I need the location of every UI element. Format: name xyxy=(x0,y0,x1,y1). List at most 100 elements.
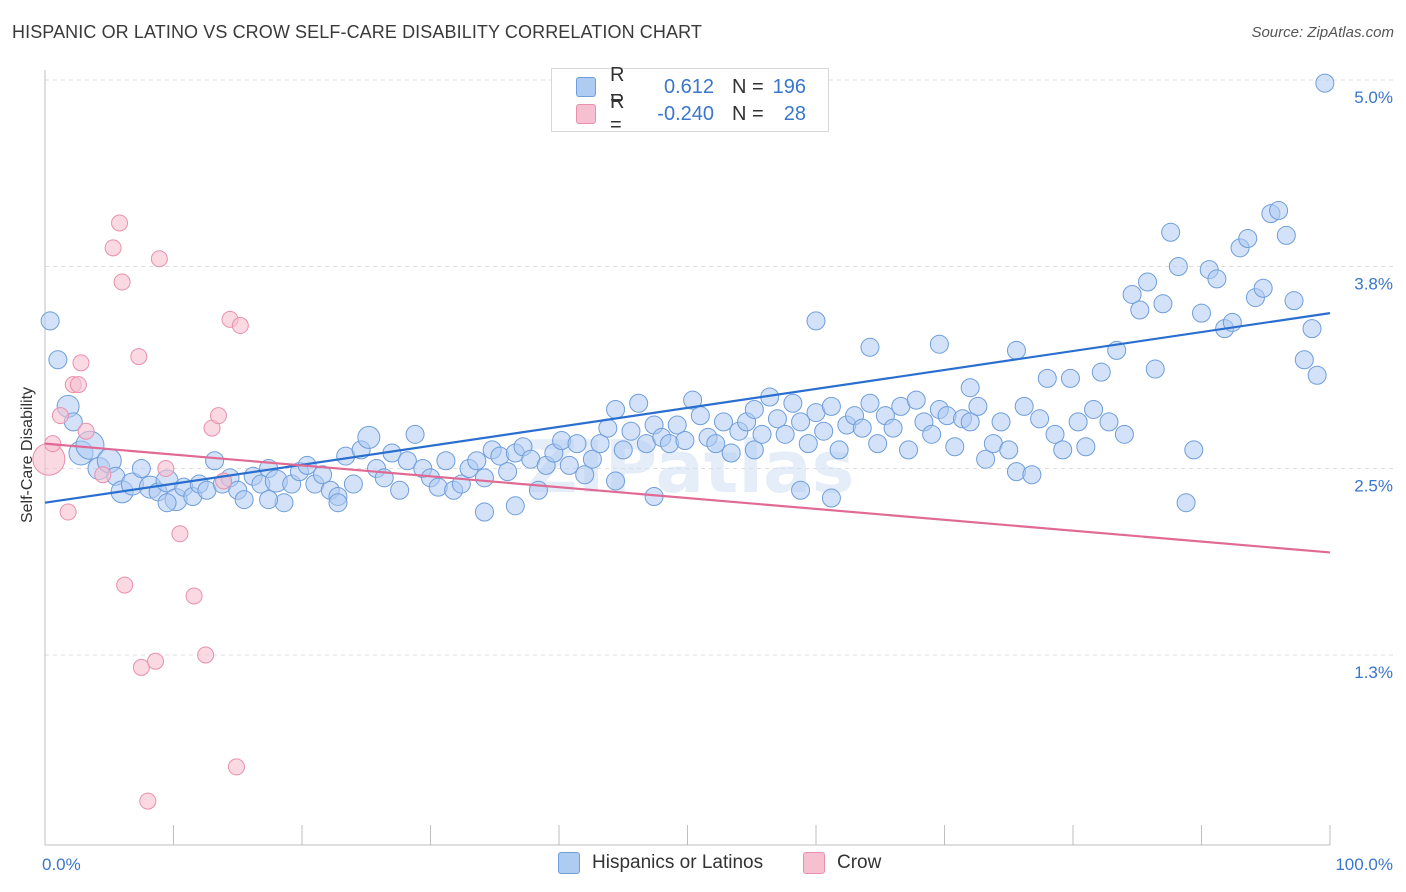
data-point-hispanics xyxy=(775,424,795,444)
data-point-hispanics xyxy=(806,311,826,331)
data-point-hispanics xyxy=(899,440,919,460)
gridlines xyxy=(45,79,1395,656)
legend-swatch-blue xyxy=(576,77,596,97)
data-point-hispanics xyxy=(1168,256,1188,276)
data-point-hispanics xyxy=(1307,365,1327,385)
data-point-hispanics xyxy=(1207,269,1227,289)
data-point-hispanics xyxy=(883,418,903,438)
data-point-hispanics xyxy=(552,431,572,451)
data-point-hispanics xyxy=(1076,437,1096,457)
data-point-hispanics xyxy=(1269,201,1289,221)
y-tick-label: 1.3% xyxy=(1354,663,1393,682)
legend-item-crow[interactable]: Crow xyxy=(803,852,881,874)
data-point-hispanics xyxy=(1302,319,1322,339)
data-point-hispanics xyxy=(343,474,363,494)
data-point-hispanics xyxy=(821,488,841,508)
data-point-hispanics xyxy=(744,440,764,460)
legend-row-pink: R = -0.240 N = 28 xyxy=(576,91,806,136)
data-point-crow xyxy=(51,407,69,425)
data-point-hispanics xyxy=(1037,368,1057,388)
y-axis-label: Self-Care Disability xyxy=(19,386,36,524)
data-point-hispanics xyxy=(860,337,880,357)
data-point-hispanics xyxy=(1294,350,1314,370)
legend-r-value: -0.240 xyxy=(657,102,714,125)
legend-n-label: N = xyxy=(732,75,764,98)
data-point-hispanics xyxy=(690,406,710,426)
data-point-hispanics xyxy=(1315,73,1335,93)
data-point-hispanics xyxy=(960,412,980,432)
data-point-hispanics xyxy=(798,434,818,454)
trend-line-crow xyxy=(44,442,1331,554)
data-point-hispanics xyxy=(1192,303,1211,323)
data-point-hispanics xyxy=(667,415,687,435)
data-point-crow xyxy=(72,354,90,372)
data-point-crow xyxy=(59,503,77,521)
data-point-hispanics xyxy=(590,434,610,454)
data-point-hispanics xyxy=(1276,225,1296,245)
data-point-hispanics xyxy=(598,418,618,438)
data-point-hispanics xyxy=(131,459,151,479)
data-point-hispanics xyxy=(829,440,849,460)
correlation-legend: R = 0.612 N = 196 R = -0.240 N = 28 xyxy=(551,64,829,136)
data-point-hispanics xyxy=(683,390,703,410)
data-point-hispanics xyxy=(259,490,279,510)
data-point-hispanics xyxy=(1284,291,1304,311)
data-point-hispanics xyxy=(791,412,811,432)
data-point-hispanics xyxy=(621,421,641,441)
x-tick-label: 100.0% xyxy=(1335,855,1393,874)
data-point-hispanics xyxy=(937,406,957,426)
data-point-crow xyxy=(94,466,112,484)
data-point-crow xyxy=(227,758,245,776)
data-point-hispanics xyxy=(976,449,996,469)
x-tick-label: 0.0% xyxy=(42,855,81,874)
data-point-hispanics xyxy=(791,480,811,500)
data-point-hispanics xyxy=(1053,440,1073,460)
data-point-hispanics xyxy=(922,424,942,444)
data-point-hispanics xyxy=(1006,340,1026,360)
data-point-crow xyxy=(132,658,150,676)
data-point-hispanics xyxy=(1068,412,1088,432)
legend-r-label: R = xyxy=(610,91,625,136)
data-point-hispanics xyxy=(1145,359,1165,379)
data-point-hispanics xyxy=(234,490,254,510)
data-point-hispanics xyxy=(1060,368,1080,388)
series-hispanics-or-latinos xyxy=(40,73,1335,522)
tick-labels: 1.3% 2.5% 3.8% 5.0% 0.0% 100.0% xyxy=(42,88,1393,874)
data-point-hispanics xyxy=(1130,300,1150,320)
data-point-hispanics xyxy=(436,451,456,471)
data-point-hispanics xyxy=(606,399,626,419)
data-point-crow xyxy=(139,792,157,810)
data-point-hispanics xyxy=(505,496,525,516)
legend-row-blue: R = 0.612 N = 196 xyxy=(576,64,806,109)
legend-item-hispanics[interactable]: Hispanics or Latinos xyxy=(558,852,763,874)
data-point-hispanics xyxy=(328,493,348,513)
data-point-hispanics xyxy=(991,412,1011,432)
data-point-hispanics xyxy=(559,455,579,475)
data-point-hispanics xyxy=(752,424,772,444)
data-point-hispanics xyxy=(274,493,294,513)
data-point-hispanics xyxy=(929,334,949,354)
data-point-hispanics xyxy=(868,434,888,454)
data-point-hispanics xyxy=(1153,294,1173,314)
data-point-hispanics xyxy=(1176,493,1196,513)
data-point-hispanics xyxy=(428,477,448,497)
data-point-hispanics xyxy=(205,451,225,471)
data-point-hispanics xyxy=(606,471,626,491)
data-point-hispanics xyxy=(567,434,587,454)
data-point-hispanics xyxy=(1184,440,1204,460)
legend-n-label: N = xyxy=(732,102,764,125)
data-point-hispanics xyxy=(1006,462,1026,482)
data-point-hispanics xyxy=(814,421,834,441)
data-point-hispanics xyxy=(1114,424,1134,444)
data-point-hispanics xyxy=(629,393,649,413)
legend-n-value: 28 xyxy=(783,102,806,125)
data-point-hispanics xyxy=(405,424,425,444)
data-point-hispanics xyxy=(945,437,965,457)
data-point-crow xyxy=(104,239,122,257)
data-point-hispanics xyxy=(968,396,988,416)
data-point-hispanics xyxy=(582,449,602,469)
data-point-hispanics xyxy=(157,493,177,513)
series-legend: Hispanics or Latinos Crow xyxy=(0,852,1406,878)
data-point-hispanics xyxy=(1045,424,1065,444)
